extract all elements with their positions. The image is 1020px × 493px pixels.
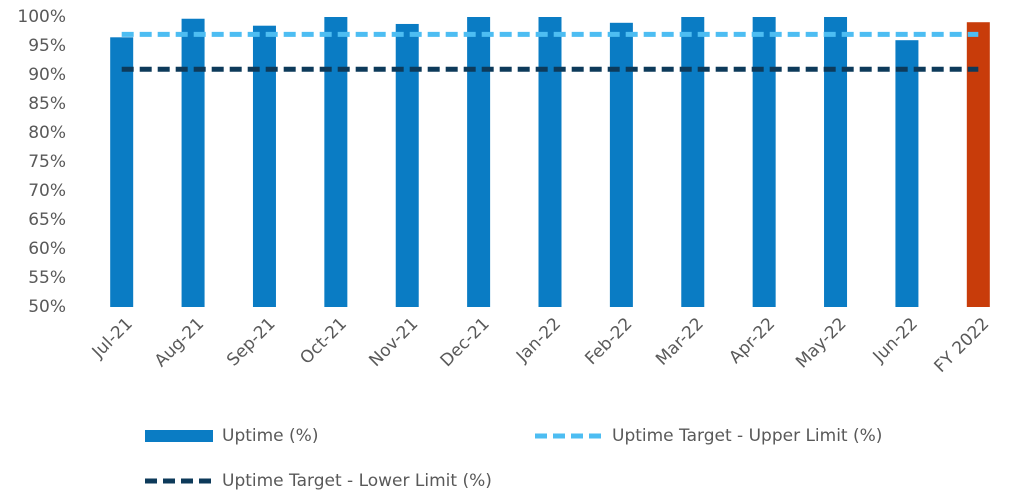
bar bbox=[538, 17, 562, 307]
legend-swatch bbox=[145, 430, 213, 442]
bar bbox=[181, 18, 205, 308]
y-tick-label: 80% bbox=[28, 123, 66, 143]
bar bbox=[252, 25, 276, 307]
y-tick-label: 95% bbox=[28, 36, 66, 56]
x-tick-label: Jun-22 bbox=[869, 314, 922, 367]
x-tick-label: Nov-21 bbox=[365, 314, 422, 371]
bar bbox=[110, 37, 134, 308]
x-tick-label: Feb-22 bbox=[581, 314, 636, 369]
x-tick-label: May-22 bbox=[792, 314, 850, 372]
legend-label: Uptime (%) bbox=[222, 426, 318, 446]
y-tick-label: 65% bbox=[28, 210, 66, 230]
x-tick-label: Aug-21 bbox=[151, 314, 208, 371]
x-tick-label: FY 2022 bbox=[931, 314, 994, 377]
y-tick-label: 90% bbox=[28, 65, 66, 85]
bar bbox=[467, 17, 491, 307]
y-tick-label: 85% bbox=[28, 94, 66, 114]
x-tick-label: Sep-21 bbox=[223, 314, 279, 370]
bar bbox=[966, 22, 990, 307]
bar bbox=[752, 17, 776, 307]
bar bbox=[824, 17, 848, 307]
x-tick-label: Jul-21 bbox=[88, 314, 137, 363]
y-tick-label: 100% bbox=[17, 7, 66, 27]
legend-label: Uptime Target - Upper Limit (%) bbox=[612, 426, 882, 446]
y-tick-label: 70% bbox=[28, 181, 66, 201]
x-tick-label: Apr-22 bbox=[725, 314, 779, 368]
bar bbox=[395, 23, 419, 308]
y-tick-label: 55% bbox=[28, 268, 66, 288]
legend-label: Uptime Target - Lower Limit (%) bbox=[222, 471, 492, 491]
y-tick-label: 60% bbox=[28, 239, 66, 259]
bar bbox=[609, 22, 633, 308]
x-tick-label: Mar-22 bbox=[652, 314, 708, 370]
x-tick-label: Jan-22 bbox=[512, 314, 565, 367]
bar bbox=[895, 40, 919, 307]
x-tick-label: Oct-21 bbox=[296, 314, 351, 369]
y-tick-label: 50% bbox=[28, 297, 66, 317]
bar bbox=[681, 17, 705, 307]
y-tick-label: 75% bbox=[28, 152, 66, 172]
x-tick-label: Dec-21 bbox=[437, 314, 494, 371]
bar bbox=[324, 17, 348, 307]
